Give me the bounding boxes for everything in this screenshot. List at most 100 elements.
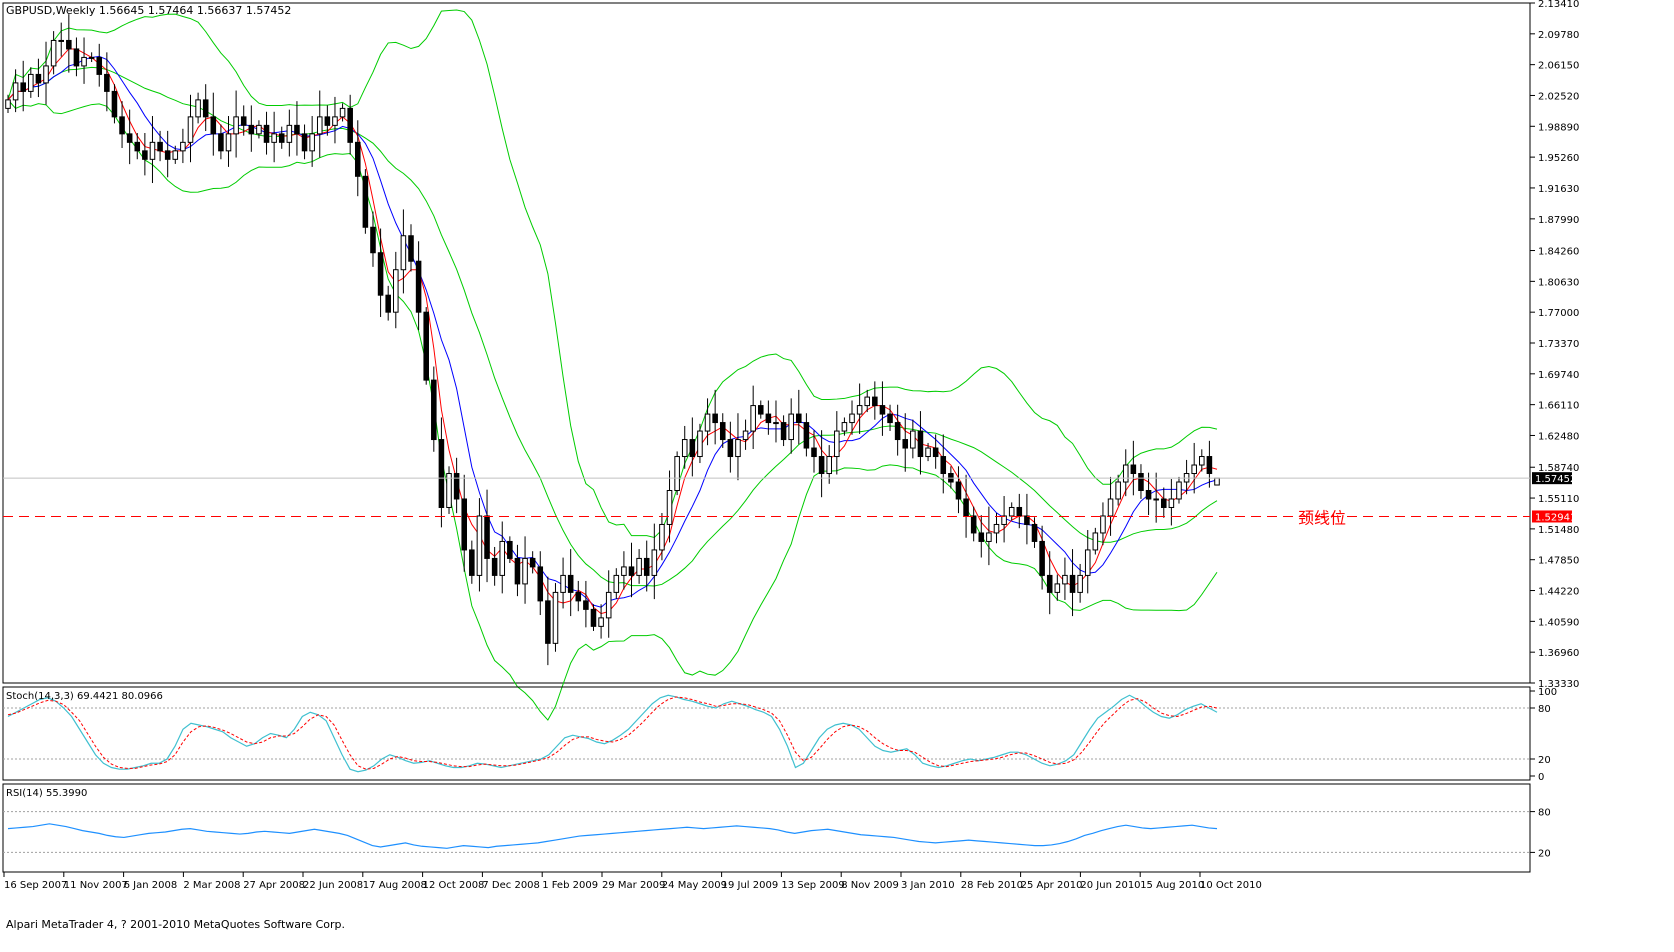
candle[interactable] — [385, 285, 391, 321]
candle[interactable] — [887, 404, 893, 431]
candle[interactable] — [834, 411, 840, 475]
candle[interactable] — [583, 580, 589, 628]
candle[interactable] — [96, 43, 103, 87]
candle[interactable] — [476, 498, 483, 592]
candle[interactable] — [1176, 476, 1182, 504]
candle[interactable] — [1092, 527, 1099, 555]
candle[interactable] — [697, 423, 703, 464]
candle[interactable] — [1206, 440, 1213, 488]
candle[interactable] — [590, 604, 597, 631]
candle[interactable] — [362, 169, 369, 234]
candle[interactable] — [309, 116, 315, 167]
candle[interactable] — [1107, 476, 1114, 536]
candle[interactable] — [58, 22, 65, 57]
candle[interactable] — [423, 307, 429, 385]
candle[interactable] — [963, 474, 969, 538]
candle[interactable] — [271, 111, 277, 163]
candle[interactable] — [180, 128, 186, 164]
candle[interactable] — [339, 103, 346, 122]
candle[interactable] — [104, 52, 110, 112]
candle[interactable] — [940, 434, 947, 494]
candle[interactable] — [917, 411, 924, 475]
candle[interactable] — [643, 540, 650, 592]
candle[interactable] — [605, 570, 612, 638]
candle[interactable] — [636, 549, 642, 584]
candle[interactable] — [704, 398, 711, 446]
candle[interactable] — [256, 120, 262, 139]
rsi-panel[interactable]: 80 20 RSI(14) 55.3990 — [2, 783, 1551, 873]
candle[interactable] — [1031, 517, 1038, 548]
candle[interactable] — [172, 145, 179, 164]
candle[interactable] — [666, 470, 673, 543]
candle[interactable] — [613, 568, 620, 599]
candle[interactable] — [278, 126, 285, 149]
candle[interactable] — [529, 551, 536, 574]
candle[interactable] — [1160, 487, 1167, 518]
candle[interactable] — [681, 425, 688, 469]
candle[interactable] — [1084, 529, 1091, 594]
candle[interactable] — [628, 542, 635, 598]
candle[interactable] — [218, 124, 224, 160]
candle[interactable] — [1054, 574, 1061, 601]
candle[interactable] — [157, 130, 163, 162]
candle[interactable] — [73, 37, 80, 77]
candle[interactable] — [35, 58, 42, 98]
candle[interactable] — [294, 101, 300, 156]
candle[interactable] — [1115, 474, 1121, 506]
candle[interactable] — [43, 41, 49, 105]
candle[interactable] — [20, 60, 26, 112]
candle[interactable] — [560, 557, 566, 609]
candle[interactable] — [978, 515, 985, 558]
candle[interactable] — [742, 419, 749, 450]
candle[interactable] — [301, 124, 308, 160]
candle[interactable] — [894, 404, 901, 456]
candle[interactable] — [393, 251, 399, 329]
candle[interactable] — [1024, 493, 1030, 545]
candle[interactable] — [841, 417, 848, 436]
candle[interactable] — [818, 430, 825, 498]
candle[interactable] — [195, 92, 201, 124]
candle[interactable] — [5, 94, 11, 113]
candle[interactable] — [134, 133, 141, 160]
price-panel[interactable]: 2.13410 2.09780 2.06150 2.02520 1.98890 1.952… — [2, 0, 1579, 721]
candle[interactable] — [484, 489, 490, 583]
candle[interactable] — [233, 90, 239, 158]
candle[interactable] — [1168, 479, 1175, 526]
candle[interactable] — [598, 604, 604, 639]
candle[interactable] — [225, 116, 232, 167]
candle[interactable] — [659, 513, 665, 561]
candle[interactable] — [12, 69, 19, 113]
candle[interactable] — [910, 419, 916, 459]
candle[interactable] — [507, 536, 513, 564]
candle[interactable] — [400, 209, 407, 294]
candle[interactable] — [1130, 440, 1137, 496]
candle[interactable] — [66, 14, 72, 73]
candle[interactable] — [765, 400, 772, 435]
candle[interactable] — [712, 389, 718, 445]
candle[interactable] — [469, 540, 475, 584]
candle[interactable] — [879, 381, 886, 436]
candle[interactable] — [408, 224, 414, 272]
candle[interactable] — [88, 52, 95, 63]
candle[interactable] — [28, 67, 34, 98]
candle[interactable] — [446, 466, 452, 514]
candle[interactable] — [826, 445, 832, 484]
candle[interactable] — [674, 451, 680, 496]
candle[interactable] — [788, 398, 794, 454]
candle[interactable] — [514, 544, 521, 597]
candle[interactable] — [735, 413, 741, 481]
candle[interactable] — [1008, 502, 1015, 521]
candle[interactable] — [925, 442, 931, 462]
candle[interactable] — [431, 366, 437, 452]
candle[interactable] — [286, 109, 293, 157]
candle[interactable] — [856, 383, 863, 434]
candle[interactable] — [955, 466, 962, 514]
candle[interactable] — [796, 389, 802, 445]
candle[interactable] — [347, 94, 353, 155]
candle[interactable] — [1100, 502, 1106, 546]
candle[interactable] — [1145, 472, 1152, 516]
candle[interactable] — [803, 413, 810, 457]
candle[interactable] — [377, 228, 384, 317]
